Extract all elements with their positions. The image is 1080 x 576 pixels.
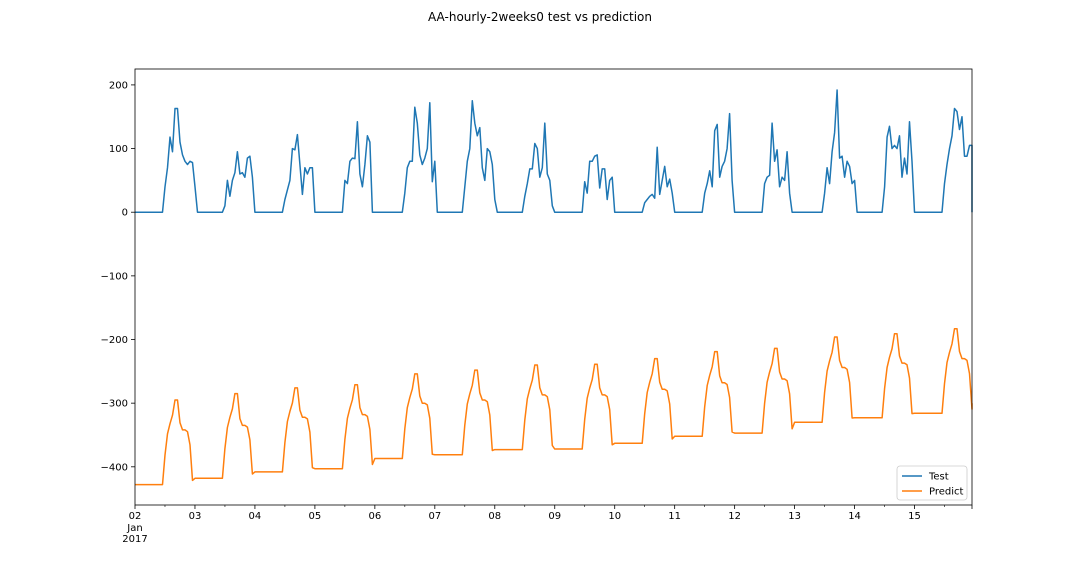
x-tick-label: 05 bbox=[309, 511, 322, 522]
x-tick-label: 03 bbox=[189, 511, 202, 522]
y-tick-label: 100 bbox=[109, 144, 128, 155]
legend: Test Predict bbox=[896, 465, 968, 501]
chart-title: AA-hourly-2weeks0 test vs prediction bbox=[428, 10, 652, 24]
x-tick-label: 09 bbox=[548, 511, 561, 522]
plot-area bbox=[135, 89, 973, 486]
x-tick-label: 06 bbox=[368, 511, 381, 522]
legend-label-predict: Predict bbox=[929, 487, 964, 498]
x-tick-label: 13 bbox=[788, 511, 801, 522]
y-tick-label: 0 bbox=[122, 208, 128, 219]
x-tick-sublabel: 2017 bbox=[122, 534, 147, 545]
y-tick-label: −200 bbox=[101, 335, 128, 346]
x-tick-label: 12 bbox=[728, 511, 741, 522]
axes-frame bbox=[134, 68, 973, 506]
x-tick-label: 14 bbox=[848, 511, 861, 522]
x-tick-label: 15 bbox=[908, 511, 921, 522]
y-tick-label: −100 bbox=[101, 271, 128, 282]
series-line-predict bbox=[135, 327, 973, 486]
x-tick-label: 11 bbox=[668, 511, 681, 522]
x-tick-label: 08 bbox=[488, 511, 501, 522]
x-tick-label: 04 bbox=[249, 511, 262, 522]
y-tick-label: 200 bbox=[109, 80, 128, 91]
y-tick-label: −400 bbox=[101, 462, 128, 473]
y-tick-label: −300 bbox=[101, 399, 128, 410]
x-tick-sublabel: Jan bbox=[126, 523, 142, 534]
x-tick-label: 07 bbox=[428, 511, 441, 522]
legend-label-test: Test bbox=[928, 472, 949, 483]
series-line-test bbox=[135, 89, 973, 213]
x-tick-label: 02 bbox=[129, 511, 142, 522]
x-tick-label: 10 bbox=[608, 511, 621, 522]
